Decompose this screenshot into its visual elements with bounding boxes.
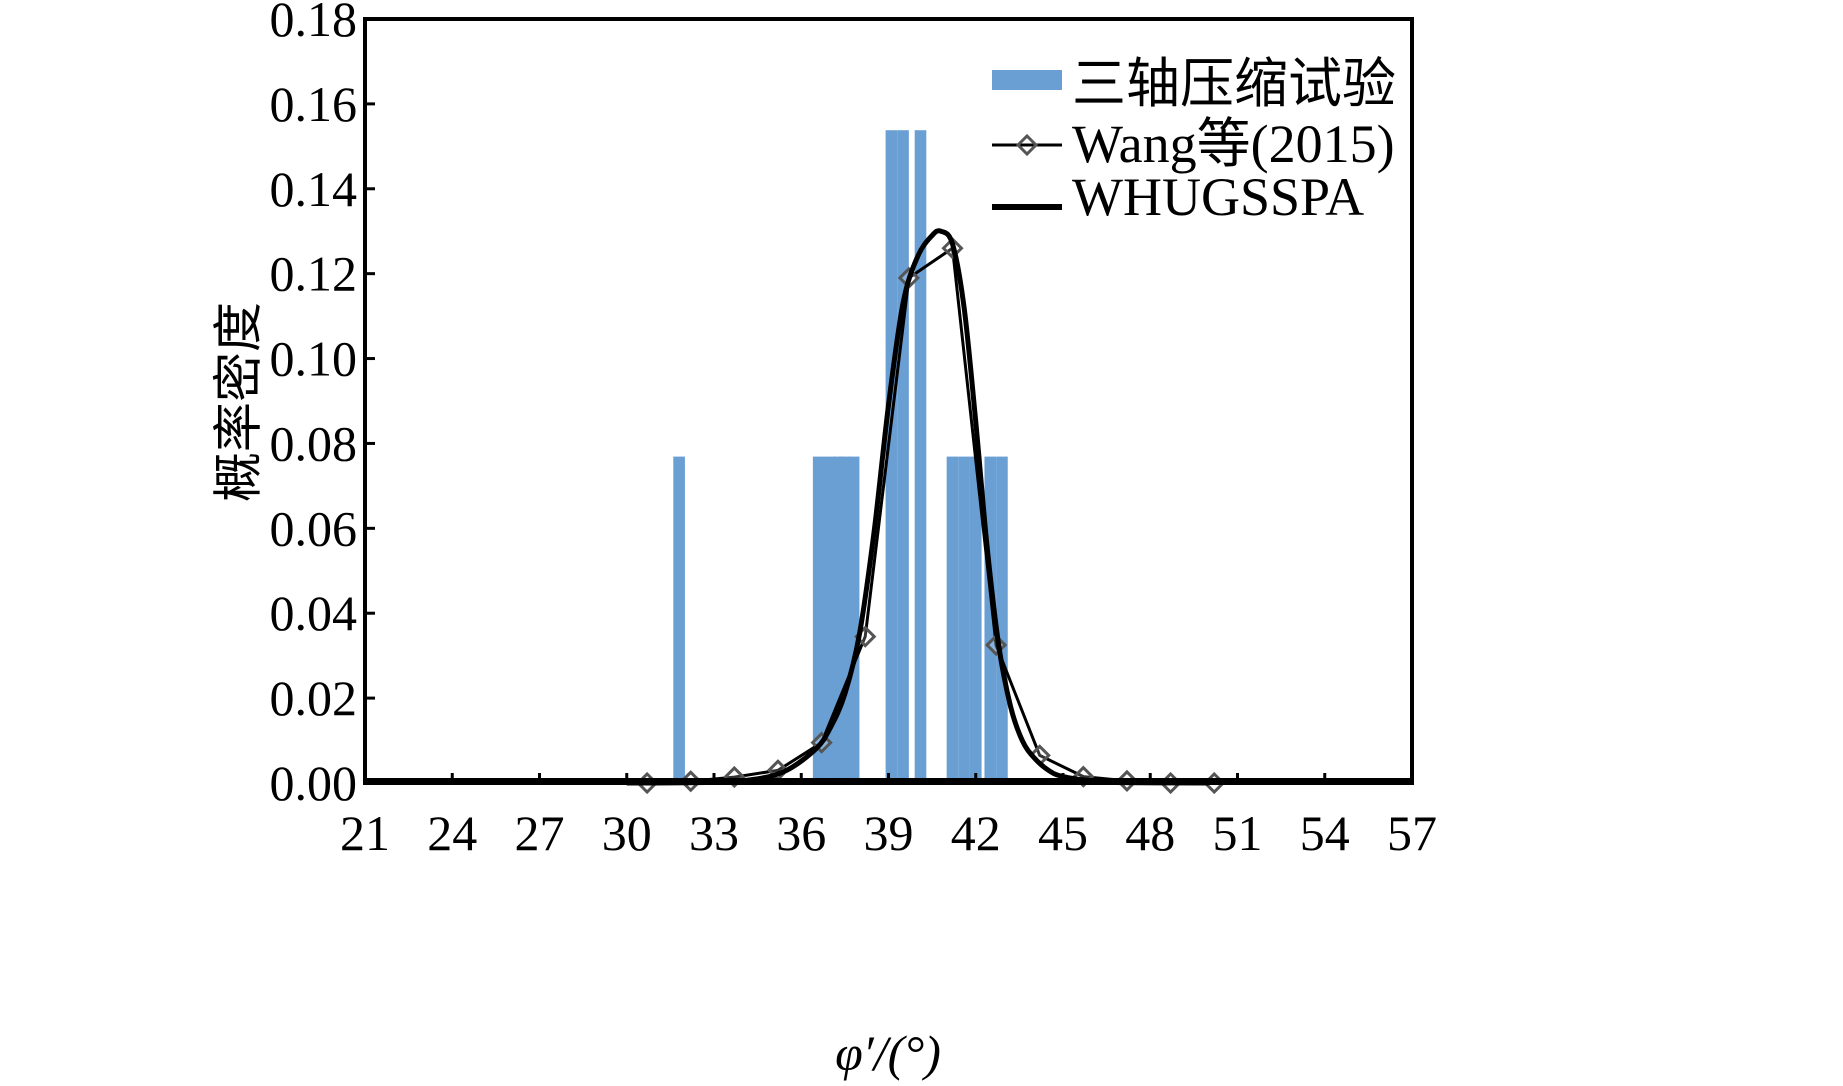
legend-label-whugsspa: WHUGSSPA [1072,167,1364,227]
bars-layer [673,130,1008,783]
bar [958,456,970,783]
bar [885,130,898,783]
y-tick-label: 0.06 [270,500,358,556]
legend-label-wang: Wang等(2015) [1072,114,1395,174]
legend: 三轴压缩试验 Wang等(2015) WHUGSSPA [992,54,1396,227]
x-tick-label: 39 [864,805,914,861]
x-tick-label: 57 [1387,805,1437,861]
ticks-layer: 21 24 27 30 33 36 39 42 45 48 51 54 57 0.00 0.02 0.04 0.… [270,0,1438,861]
bar [824,456,837,783]
legend-diamond-marker [1015,133,1039,157]
wang-line [647,245,1215,785]
x-tick-label: 33 [689,805,739,861]
wang-marker [984,633,1008,657]
y-tick-label: 0.04 [270,585,358,641]
bar [673,456,685,783]
whugsspa-line [626,228,1209,786]
bar [839,456,851,783]
y-tick-label: 0.18 [270,0,358,47]
bar [969,456,982,783]
x-tick-label: 48 [1125,805,1175,861]
bar [812,456,825,783]
bar [946,456,959,783]
x-tick-label: 54 [1300,805,1350,861]
bar [897,130,909,783]
x-tick-label: 27 [515,805,565,861]
x-axis-title: φ′/(°) [835,1025,941,1081]
y-tick-label: 0.12 [270,246,358,302]
bar [984,456,997,783]
x-tick-label: 45 [1038,805,1088,861]
x-tick-label: 24 [427,805,477,861]
bar [847,456,860,783]
legend-bar-swatch [992,70,1062,90]
x-tick-label: 21 [340,805,390,861]
y-tick-label: 0.14 [270,161,358,217]
legend-label-triaxial: 三轴压缩试验 [1072,54,1396,114]
y-tick-label: 0.02 [270,670,358,726]
x-tick-label: 36 [776,805,826,861]
y-axis-title: 概率密度 [211,302,267,502]
y-tick-label: 0.00 [270,755,358,811]
y-tick-label: 0.16 [270,76,358,132]
x-tick-label: 30 [602,805,652,861]
bar [996,456,1008,783]
bar [914,130,927,783]
x-tick-label: 42 [951,805,1001,861]
y-tick-label: 0.08 [270,415,358,471]
y-tick-label: 0.10 [270,331,358,387]
x-tick-label: 51 [1213,805,1263,861]
